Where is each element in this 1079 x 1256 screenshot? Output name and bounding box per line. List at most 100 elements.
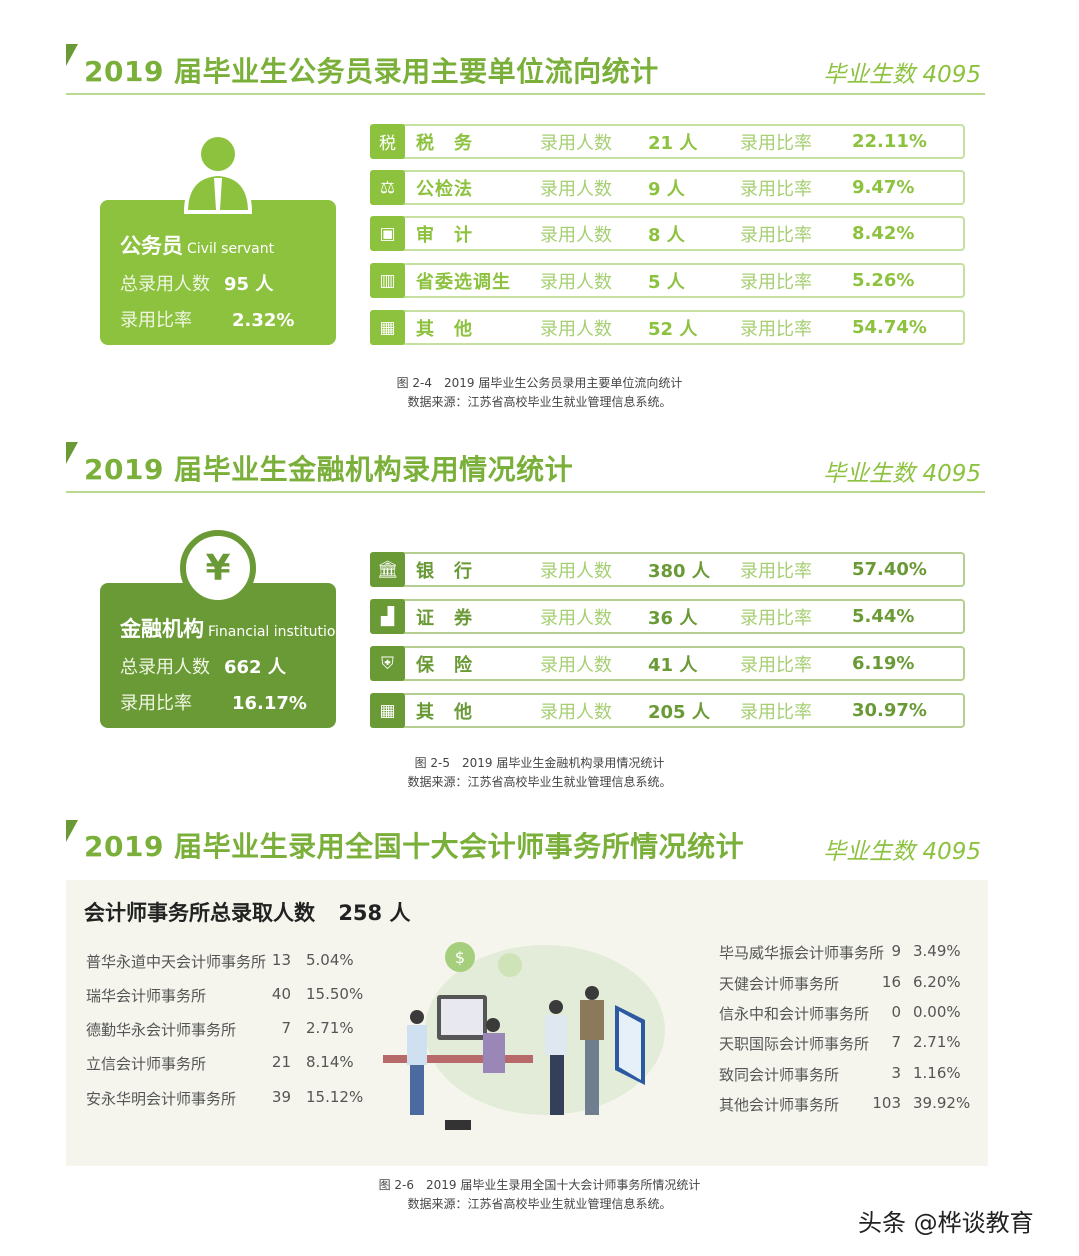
firm-name: 天职国际会计师事务所 [719, 1035, 870, 1053]
stat-row: ▦ 其 他 录用人数 205 人 录用比率 30.97% [370, 693, 965, 728]
count-label: 录用人数 [540, 132, 612, 154]
audit-icon: ▣ [370, 216, 405, 251]
divider [66, 93, 985, 95]
row-label: 银 行 [416, 560, 473, 582]
count-value: 21 人 [648, 132, 698, 154]
firm-pct: 39.92% [913, 1094, 971, 1112]
divider [66, 491, 985, 493]
rate-value: 8.42% [852, 223, 915, 244]
rate-value: 5.44% [852, 606, 915, 627]
svg-text:$: $ [455, 948, 465, 967]
firm-count: 40 [271, 985, 291, 1003]
count-label: 录用人数 [540, 271, 612, 293]
title-flag-icon [66, 442, 78, 464]
figure-caption: 图 2-5 2019 届毕业生金融机构录用情况统计 [414, 756, 665, 770]
section-title: 2019 届毕业生公务员录用主要单位流向统计 [84, 55, 659, 88]
firm-name: 毕马威华振会计师事务所 [719, 944, 885, 962]
title-flag-icon [66, 44, 78, 66]
firm-name: 其他会计师事务所 [719, 1096, 840, 1114]
rate-value: 54.74% [852, 317, 927, 338]
rate-label: 录用比率 [740, 271, 812, 293]
shield-icon: ⛨ [370, 646, 405, 681]
firm-count: 7 [281, 1019, 291, 1037]
rate-value: 6.19% [852, 653, 915, 674]
firm-pct: 2.71% [913, 1033, 961, 1051]
graduates-count: 毕业生数 4095 [823, 461, 981, 487]
firm-pct: 5.04% [306, 951, 354, 969]
firm-name: 信永中和会计师事务所 [719, 1005, 870, 1023]
firm-count: 0 [891, 1003, 901, 1021]
accounting-total: 会计师事务所总录取人数 258 人 [84, 897, 410, 927]
firm-name: 普华永道中天会计师事务所 [86, 953, 267, 971]
count-value: 41 人 [648, 654, 698, 676]
summary-name-en: Civil servant [187, 241, 275, 257]
rate-value: 30.97% [852, 700, 927, 721]
firm-name: 天健会计师事务所 [719, 975, 840, 993]
total-label: 总录用人数 [120, 657, 210, 678]
stat-row: ▟ 证 券 录用人数 36 人 录用比率 5.44% [370, 599, 965, 634]
firm-pct: 15.50% [306, 985, 364, 1003]
section-title: 2019 届毕业生录用全国十大会计师事务所情况统计 [84, 830, 745, 863]
rate-label: 录用比率 [740, 560, 812, 582]
rate-value: 2.32% [232, 310, 295, 331]
figure-caption: 图 2-6 2019 届毕业生录用全国十大会计师事务所情况统计 [378, 1178, 701, 1192]
row-label: 公检法 [416, 178, 473, 200]
firm-pct: 1.16% [913, 1064, 961, 1082]
grid-icon: ▦ [370, 310, 405, 345]
total-value: 258 人 [338, 901, 411, 925]
rate-label: 录用比率 [740, 701, 812, 723]
firm-pct: 15.12% [306, 1088, 364, 1106]
row-label: 保 险 [416, 654, 473, 676]
civil-servant-summary: 公务员 Civil servant 总录用人数 95 人 录用比率 2.32% [100, 200, 336, 345]
count-value: 5 人 [648, 271, 685, 293]
data-source: 数据来源：江苏省高校毕业生就业管理信息系统。 [407, 1197, 672, 1211]
summary-name-en: Financial institution [208, 624, 345, 640]
count-label: 录用人数 [540, 178, 612, 200]
stat-row: ▥ 省委选调生 录用人数 5 人 录用比率 5.26% [370, 263, 965, 298]
count-label: 录用人数 [540, 560, 612, 582]
count-value: 36 人 [648, 607, 698, 629]
firm-name: 安永华明会计师事务所 [86, 1090, 237, 1108]
total-value: 662 人 [224, 657, 286, 678]
count-label: 录用人数 [540, 224, 612, 246]
firm-pct: 6.20% [913, 973, 961, 991]
yen-icon: ¥ [180, 530, 256, 606]
firm-pct: 3.49% [913, 942, 961, 960]
figure-caption: 图 2-4 2019 届毕业生公务员录用主要单位流向统计 [396, 376, 683, 390]
summary-name: 公务员 [120, 234, 183, 258]
firm-pct: 8.14% [306, 1053, 354, 1071]
row-label: 审 计 [416, 224, 473, 246]
stat-row: ⛨ 保 险 录用人数 41 人 录用比率 6.19% [370, 646, 965, 681]
firm-pct: 0.00% [913, 1003, 961, 1021]
graduates-count: 毕业生数 4095 [823, 62, 981, 88]
firm-count: 7 [891, 1033, 901, 1051]
total-label: 会计师事务所总录取人数 [84, 901, 315, 925]
firm-count: 3 [891, 1064, 901, 1082]
tax-icon: 税 [370, 124, 405, 159]
stat-row: 🏛 银 行 录用人数 380 人 录用比率 57.40% [370, 552, 965, 587]
rate-label: 录用比率 [740, 132, 812, 154]
grid-icon: ▦ [370, 693, 405, 728]
section-title: 2019 届毕业生金融机构录用情况统计 [84, 453, 574, 486]
firm-count: 21 [271, 1053, 291, 1071]
scale-icon: ⚖ [370, 170, 405, 205]
rate-label: 录用比率 [740, 224, 812, 246]
financial-summary: 金融机构 Financial institution 总录用人数 662 人 录用比… [100, 583, 344, 728]
firm-count: 13 [271, 951, 291, 969]
count-label: 录用人数 [540, 654, 612, 676]
stat-row: ⚖ 公检法 录用人数 9 人 录用比率 9.47% [370, 170, 965, 205]
row-label: 其 他 [416, 701, 473, 723]
civil-servant-icon [183, 137, 253, 214]
count-value: 380 人 [648, 560, 710, 582]
rate-value: 5.26% [852, 270, 915, 291]
count-label: 录用人数 [540, 607, 612, 629]
row-label: 其 他 [416, 318, 473, 340]
rate-label: 录用比率 [740, 654, 812, 676]
stat-row: 税 税 务 录用人数 21 人 录用比率 22.11% [370, 124, 965, 159]
firm-name: 德勤华永会计师事务所 [86, 1021, 237, 1039]
rate-label: 录用比率 [740, 318, 812, 340]
stat-row: ▦ 其 他 录用人数 52 人 录用比率 54.74% [370, 310, 965, 345]
firm-count: 39 [271, 1088, 291, 1106]
count-value: 205 人 [648, 701, 710, 723]
office-illustration: $ [383, 942, 665, 1130]
